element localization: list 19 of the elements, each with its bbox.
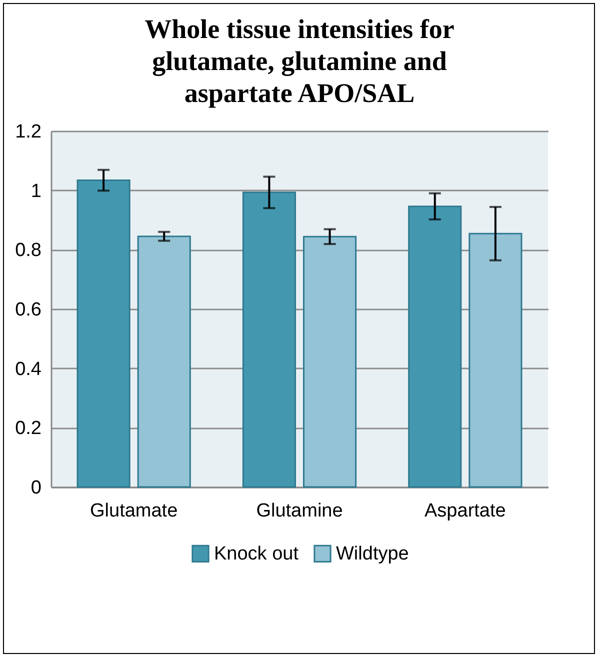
y-tick-label: 0 — [30, 478, 42, 498]
bar — [137, 236, 191, 488]
legend-label: Knock out — [214, 544, 300, 565]
y-tick-label: 0.2 — [15, 418, 42, 440]
y-tick-label: 0.6 — [15, 300, 42, 320]
x-tick-label: Glutamate — [90, 500, 178, 522]
legend-label: Wildtype — [336, 544, 409, 565]
y-tick-label: 0.8 — [15, 240, 42, 262]
chart-title: Whole tissue intensities for glutamate, glutamine and aspartate APO/SAL — [144, 14, 454, 108]
y-tick-label: 0.4 — [15, 358, 42, 380]
bar — [468, 232, 522, 488]
bar — [408, 206, 462, 488]
x-tick-label: Aspartate — [424, 500, 506, 522]
y-tick-label: 1.2 — [15, 122, 42, 142]
x-tick-label: Glutamine — [256, 500, 343, 522]
y-tick-label: 1 — [30, 180, 42, 202]
bar — [242, 192, 296, 488]
bar — [76, 179, 130, 488]
bar — [302, 236, 357, 488]
